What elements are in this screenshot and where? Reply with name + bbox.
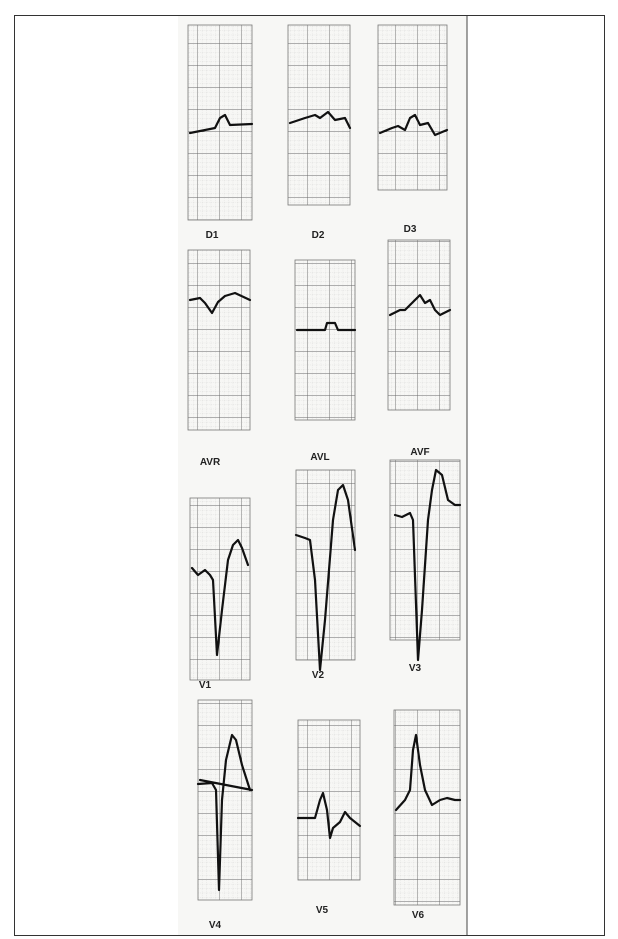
lead-label: V6 xyxy=(412,910,425,921)
lead-label: V1 xyxy=(199,680,212,691)
ecg-strip: V6 xyxy=(394,710,460,921)
ecg-strip: V4 xyxy=(198,700,252,931)
lead-label: D3 xyxy=(404,224,417,235)
strip-grid xyxy=(296,470,355,660)
lead-label: AVF xyxy=(410,447,429,458)
strip-grid xyxy=(190,498,250,680)
strip-grid xyxy=(394,710,460,905)
strip-grid xyxy=(288,25,350,205)
lead-label: AVR xyxy=(200,457,221,468)
ecg-strip: V1 xyxy=(190,498,250,691)
lead-label: D1 xyxy=(206,230,219,241)
strip-grid xyxy=(188,25,252,220)
lead-label: V2 xyxy=(312,670,325,681)
page: D1D2D3AVRAVLAVFV1V2V3V4V5V6 (() => { con… xyxy=(0,0,618,939)
ecg-strip: D1 xyxy=(188,25,252,241)
ecg-strip: V2 xyxy=(296,470,355,681)
strip-grid xyxy=(388,240,450,410)
strip-grid xyxy=(198,700,252,900)
ecg-figure: D1 D2 D3 AVR AVL AVF V1 V2 V3 V4 V5 V6 xyxy=(0,0,618,939)
lead-label: D2 xyxy=(312,230,325,241)
lead-label: V3 xyxy=(409,663,422,674)
strip-grid xyxy=(298,720,360,880)
lead-label: V5 xyxy=(316,905,329,916)
strip-grid xyxy=(378,25,447,190)
strip-grid xyxy=(295,260,355,420)
strip-grid xyxy=(188,250,250,430)
lead-label: AVL xyxy=(310,452,329,463)
lead-label: V4 xyxy=(209,920,222,931)
